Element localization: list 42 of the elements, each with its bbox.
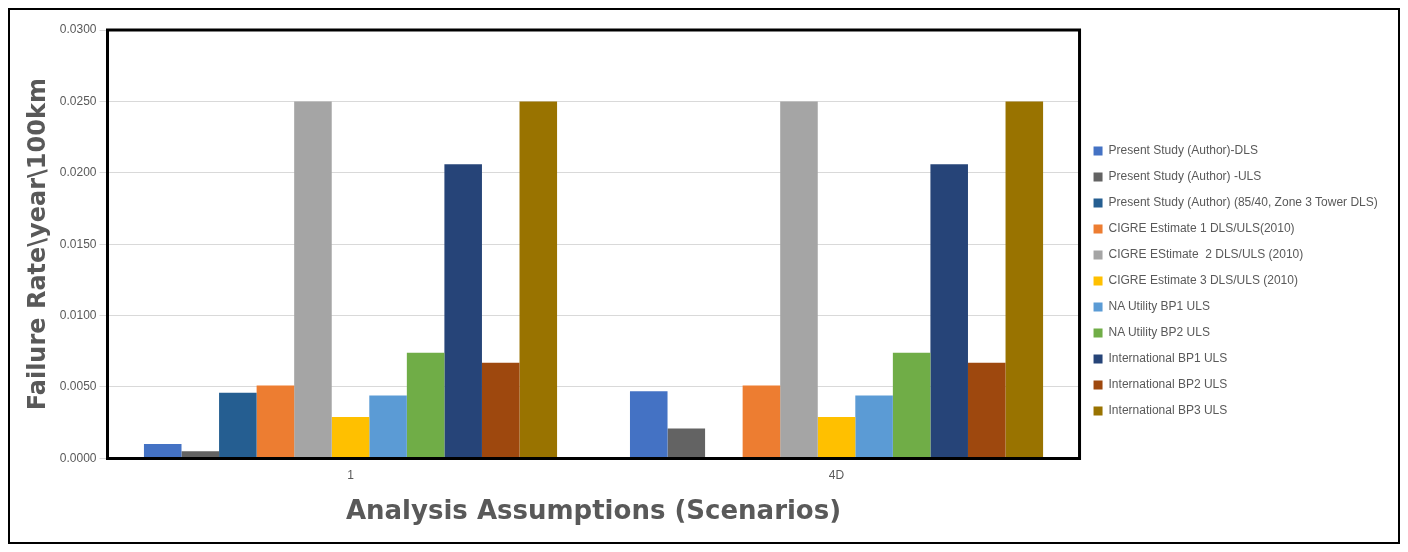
bar xyxy=(742,385,781,458)
x-axis-title: Analysis Assumptions (Scenarios) xyxy=(345,495,842,526)
bar xyxy=(817,416,856,458)
y-tick-label: 0.0150 xyxy=(59,236,97,251)
legend-label: Present Study (Author)-DLS xyxy=(1108,143,1258,158)
y-tick-label: 0.0000 xyxy=(59,450,97,465)
y-tick-label: 0.0050 xyxy=(59,379,97,394)
bar xyxy=(667,428,706,458)
bar xyxy=(444,164,482,458)
bar xyxy=(406,352,445,458)
legend-label: International BP3 ULS xyxy=(1108,403,1228,418)
bar xyxy=(519,101,558,458)
bar xyxy=(967,362,1006,458)
y-axis-title: Failure Rate\year\100km xyxy=(22,78,51,411)
legend-label: International BP1 ULS xyxy=(1108,351,1228,366)
bar xyxy=(892,352,931,458)
bar xyxy=(294,101,332,458)
y-tick-label: 0.0100 xyxy=(59,307,97,322)
bar xyxy=(369,395,407,458)
legend-label: CIGRE Estimate 3 DLS/ULS (2010) xyxy=(1108,273,1298,288)
legend-label: NA Utility BP2 ULS xyxy=(1108,325,1210,340)
bar xyxy=(331,416,370,458)
legend-label: CIGRE Estimate 1 DLS/ULS(2010) xyxy=(1108,221,1295,236)
bar xyxy=(481,362,520,458)
legend-label: International BP2 ULS xyxy=(1108,377,1228,392)
x-tick-label: 4D xyxy=(828,467,845,482)
legend-label: NA Utility BP1 ULS xyxy=(1108,299,1210,314)
bar xyxy=(143,444,182,458)
y-tick-label: 0.0300 xyxy=(59,22,97,37)
bar xyxy=(629,391,668,458)
bar xyxy=(219,392,257,458)
legend-label: Present Study (Author) (85/40, Zone 3 Tower DLS) xyxy=(1108,195,1378,210)
legend-label: CIGRE EStimate 2 DLS/ULS (2010) xyxy=(1108,247,1304,262)
x-tick-label: 1 xyxy=(347,467,355,482)
bar xyxy=(855,395,893,458)
bar xyxy=(930,164,968,458)
legend-label: Present Study (Author) -ULS xyxy=(1108,169,1262,184)
bar xyxy=(780,101,818,458)
y-tick-label: 0.0200 xyxy=(59,165,97,180)
y-tick-label: 0.0250 xyxy=(59,93,97,108)
bar xyxy=(1005,101,1044,458)
bar xyxy=(256,385,295,458)
